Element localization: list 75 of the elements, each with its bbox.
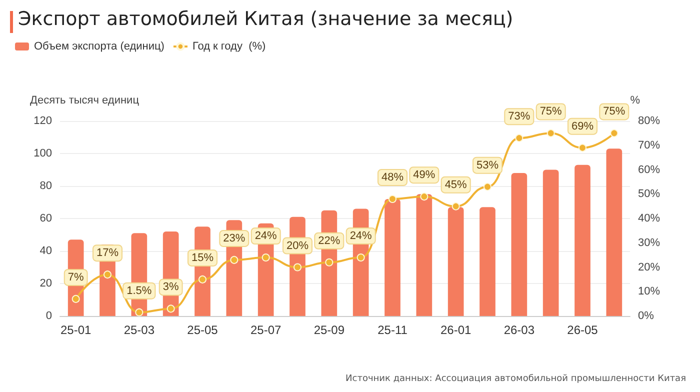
point <box>515 134 524 142</box>
y-axis-title: Десять тысяч единиц <box>30 94 140 106</box>
point <box>356 254 365 262</box>
point <box>484 182 492 191</box>
data-label: 75% <box>603 106 626 118</box>
x-tick-label: 26-03 <box>504 323 535 337</box>
y2-tick-label: 20% <box>638 261 660 274</box>
point <box>578 144 586 152</box>
bar <box>606 148 622 316</box>
bar <box>384 199 400 316</box>
point <box>546 129 555 138</box>
data-label: 15% <box>191 252 214 264</box>
point <box>294 263 302 272</box>
y2-tick-label: 60% <box>638 164 660 176</box>
y-tick-label: 20 <box>40 278 52 290</box>
x-tick-label: 25-01 <box>60 323 92 337</box>
point <box>135 308 144 316</box>
data-label: 23% <box>223 232 246 244</box>
point <box>420 192 428 201</box>
y-tick-label: 100 <box>34 148 52 160</box>
y-tick-label: 40 <box>40 245 52 257</box>
x-tick-label: 25-11 <box>378 323 408 337</box>
point <box>610 129 618 138</box>
data-label: 75% <box>540 106 562 118</box>
y2-tick-label: 40% <box>638 212 660 224</box>
legend-label: Объем экспорта (единиц) <box>34 40 164 52</box>
x-tick-label: 25-09 <box>314 323 345 337</box>
y2-tick-label: 10% <box>638 286 660 298</box>
bar <box>511 173 528 316</box>
data-label: 7% <box>68 271 84 284</box>
chart-title: Экспорт автомобилей Китая (значение за месяц) <box>17 8 514 30</box>
bar <box>448 207 464 316</box>
x-tick-label: 26-01 <box>440 323 472 337</box>
y2-tick-label: 80% <box>638 115 660 127</box>
y2-tick-label: 0% <box>638 310 654 322</box>
data-label: 24% <box>350 230 372 242</box>
data-label: 22% <box>318 234 340 247</box>
x-tick-label: 25-07 <box>250 323 282 337</box>
point <box>388 195 396 203</box>
y-tick-label: 120 <box>34 115 52 127</box>
y2-tick-label: 50% <box>638 188 660 200</box>
data-label: 17% <box>96 247 119 260</box>
point <box>72 294 80 303</box>
data-label: 45% <box>444 178 468 191</box>
x-tick-label: 25-03 <box>124 323 155 337</box>
data-label: 49% <box>413 169 436 182</box>
data-label: 24% <box>254 230 278 242</box>
y2-tick-label: 30% <box>638 236 660 249</box>
y2-tick-label: 70% <box>638 139 660 152</box>
x-tick-label: 26-05 <box>567 323 598 337</box>
point <box>166 304 175 313</box>
x-tick-label: 25-05 <box>187 323 218 337</box>
bar <box>574 164 590 316</box>
point <box>262 254 270 262</box>
data-label: 48% <box>381 172 404 184</box>
bar <box>480 207 496 316</box>
data-label: 1.5% <box>126 284 152 297</box>
point <box>230 256 238 264</box>
data-label: 53% <box>476 159 499 172</box>
bar <box>542 170 559 316</box>
data-label: 20% <box>286 240 309 252</box>
data-label: 3% <box>162 281 179 294</box>
point <box>452 202 460 210</box>
text: Источник данных: Ассоциация автомобильной промышленности Китая <box>346 374 686 384</box>
point <box>104 270 112 279</box>
y-tick-label: 60 <box>40 212 52 224</box>
y-tick-label: 0 <box>46 310 52 322</box>
data-label: 73% <box>508 110 530 123</box>
y-tick-label: 80 <box>40 180 52 192</box>
point <box>198 275 206 284</box>
legend-label: Год к году (%) <box>192 40 266 52</box>
bar <box>416 194 432 316</box>
data-label: 69% <box>571 120 594 132</box>
point <box>325 258 334 266</box>
y2-axis-title: % <box>630 94 640 106</box>
